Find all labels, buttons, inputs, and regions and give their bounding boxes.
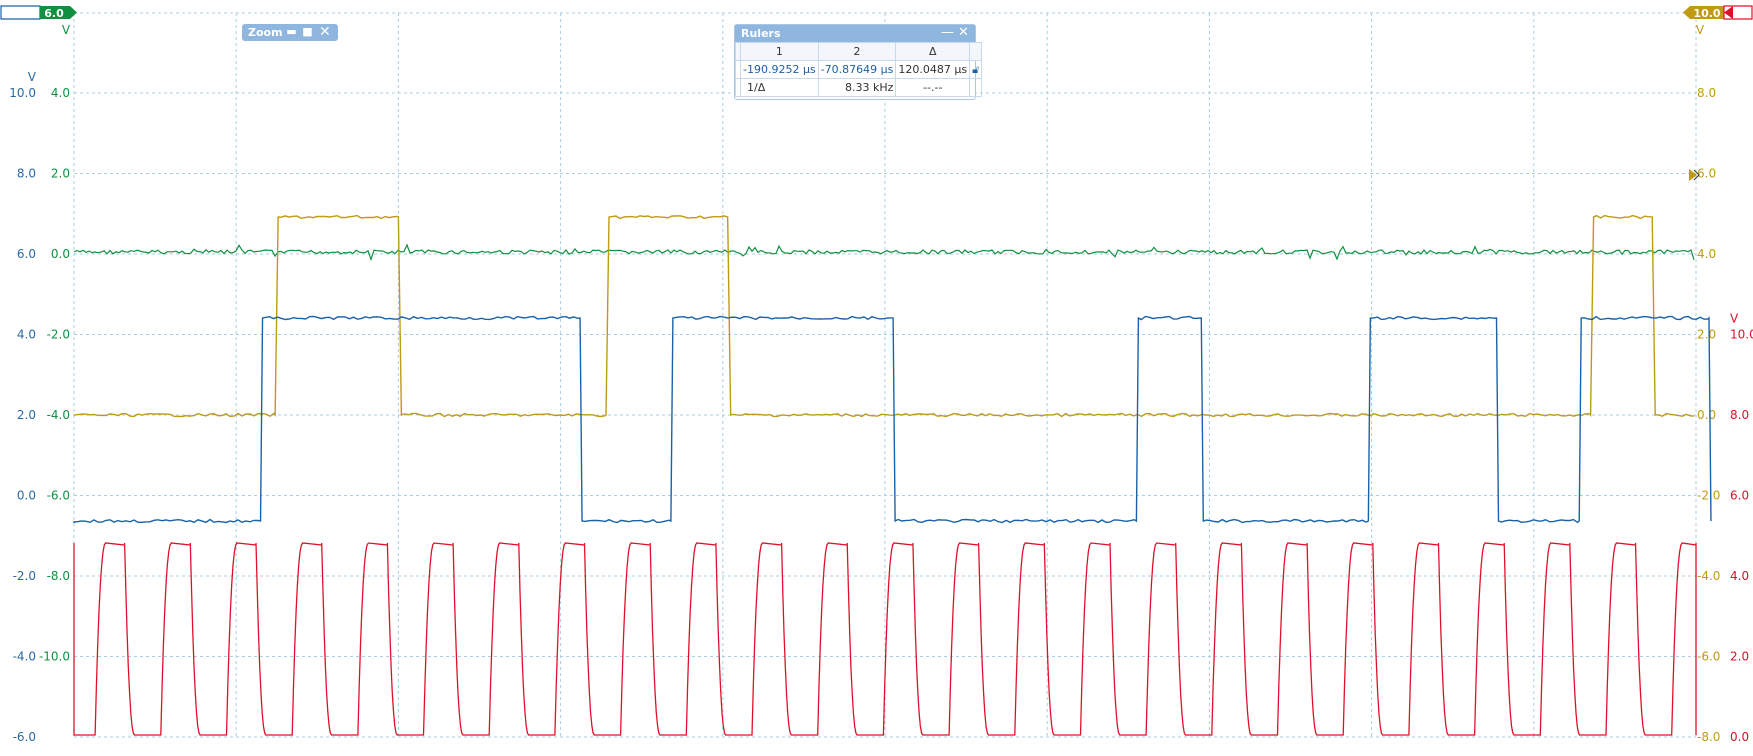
trace-green bbox=[73, 243, 1695, 262]
right-inner-axis: 8.0 6.0 4.0 2.0 0.0 -2.0 -4.0 -6.0 -8.0 bbox=[1697, 86, 1720, 744]
axis-tick-label: -2.0 bbox=[47, 328, 70, 342]
axis-tick-label: -4.0 bbox=[47, 408, 70, 422]
trace-blue bbox=[73, 315, 1712, 524]
right-top-unit: V bbox=[1696, 23, 1705, 37]
col-delta: Δ bbox=[895, 42, 971, 61]
axis-tick-label: -6.0 bbox=[1697, 650, 1720, 664]
axis-tick-label: -6.0 bbox=[13, 730, 36, 744]
trigger-marker[interactable] bbox=[1689, 169, 1700, 181]
rulers-table: 1 2 Δ -190.9252 µs -70.87649 µs 120.0487… bbox=[735, 42, 983, 97]
grid bbox=[73, 12, 1697, 738]
axis-tick-label: 2.0 bbox=[1697, 328, 1716, 342]
trace-red bbox=[73, 542, 1697, 736]
traces bbox=[73, 214, 1712, 736]
axis-tick-label: 2.0 bbox=[17, 408, 36, 422]
right-offset-marker[interactable] bbox=[1683, 5, 1753, 20]
left-offset-value: 6.0 bbox=[44, 7, 64, 20]
axis-tick-label: 4.0 bbox=[17, 328, 36, 342]
rulers-row-freq: 1/Δ 8.33 kHz --.-- bbox=[735, 78, 983, 97]
trace-gold bbox=[73, 214, 1695, 418]
rulers-panel[interactable]: Rulers — ✕ 1 2 Δ -190.9252 µs -70.87649 … bbox=[734, 24, 983, 100]
right-outer-axis: V 10.0 8.0 6.0 4.0 2.0 0.0 bbox=[1730, 311, 1753, 744]
axis-tick-label: 6.0 bbox=[1730, 489, 1749, 503]
left-inner-axis: 4.0 2.0 0.0 -2.0 -4.0 -6.0 -8.0 -10.0 bbox=[39, 86, 70, 664]
axis-tick-label: 0.0 bbox=[51, 247, 70, 261]
axis-tick-label: 6.0 bbox=[1697, 167, 1716, 181]
left-offset-marker[interactable] bbox=[0, 5, 77, 20]
delta-frequency: --.-- bbox=[895, 78, 971, 97]
col-ruler-1: 1 bbox=[740, 42, 819, 61]
axis-unit: V bbox=[28, 70, 37, 84]
axis-tick-label: 0.0 bbox=[17, 489, 36, 503]
close-icon[interactable]: ✕ bbox=[958, 25, 969, 40]
axis-tick-label: 0.0 bbox=[1697, 408, 1716, 422]
inverse-delta-label: 1/Δ bbox=[740, 78, 819, 97]
rulers-panel-header[interactable]: Rulers — ✕ bbox=[735, 25, 975, 42]
col-ruler-2: 2 bbox=[817, 42, 897, 61]
axis-tick-label: 6.0 bbox=[17, 247, 36, 261]
axis-tick-label: -2.0 bbox=[13, 569, 36, 583]
axis-tick-label: 2.0 bbox=[1730, 650, 1749, 664]
axis-tick-label: 8.0 bbox=[1730, 408, 1749, 422]
rulers-panel-title: Rulers bbox=[741, 27, 781, 40]
zoom-panel[interactable]: Zoom ▬ ■ ✕ bbox=[242, 24, 338, 41]
left-outer-axis: V 10.0 8.0 6.0 4.0 2.0 0.0 -2.0 -4.0 -6.0 bbox=[9, 70, 37, 744]
axis-tick-label: 8.0 bbox=[17, 167, 36, 181]
minimize-icon[interactable]: ▬ bbox=[286, 25, 297, 38]
delta-time: 120.0487 µs bbox=[895, 60, 971, 79]
axis-unit: V bbox=[1730, 311, 1739, 325]
right-offset-value: 10.0 bbox=[1693, 7, 1720, 20]
rulers-row-time: -190.9252 µs -70.87649 µs 120.0487 µs 🔓︎ bbox=[735, 60, 983, 79]
ruler-1-time[interactable]: -190.9252 µs bbox=[740, 60, 819, 79]
minimize-icon[interactable]: — bbox=[941, 25, 954, 40]
axis-tick-label: 10.0 bbox=[1730, 328, 1753, 342]
axis-tick-label: -4.0 bbox=[13, 650, 36, 664]
axis-tick-label: -10.0 bbox=[39, 650, 70, 664]
axis-tick-label: 0.0 bbox=[1730, 730, 1749, 744]
left-top-unit: V bbox=[62, 23, 71, 37]
maximize-icon[interactable]: ■ bbox=[302, 25, 313, 38]
axis-tick-label: -8.0 bbox=[1697, 730, 1720, 744]
frequency-value: 8.33 kHz bbox=[817, 78, 897, 97]
axis-tick-label: 4.0 bbox=[1730, 569, 1749, 583]
axis-tick-label: -2.0 bbox=[1697, 489, 1720, 503]
axis-tick-label: 4.0 bbox=[1697, 247, 1716, 261]
axis-tick-label: 10.0 bbox=[9, 86, 36, 100]
axis-tick-label: 4.0 bbox=[51, 86, 70, 100]
close-icon[interactable]: ✕ bbox=[319, 24, 331, 40]
axis-tick-label: -8.0 bbox=[47, 569, 70, 583]
lock-icon[interactable]: 🔓︎ bbox=[969, 60, 983, 79]
axis-tick-label: -4.0 bbox=[1697, 569, 1720, 583]
rulers-header-row: 1 2 Δ bbox=[735, 42, 983, 61]
axis-tick-label: 2.0 bbox=[51, 167, 70, 181]
ruler-2-time[interactable]: -70.87649 µs bbox=[817, 60, 897, 79]
axis-tick-label: -6.0 bbox=[47, 489, 70, 503]
axis-tick-label: 8.0 bbox=[1697, 86, 1716, 100]
zoom-panel-title: Zoom bbox=[248, 26, 283, 39]
